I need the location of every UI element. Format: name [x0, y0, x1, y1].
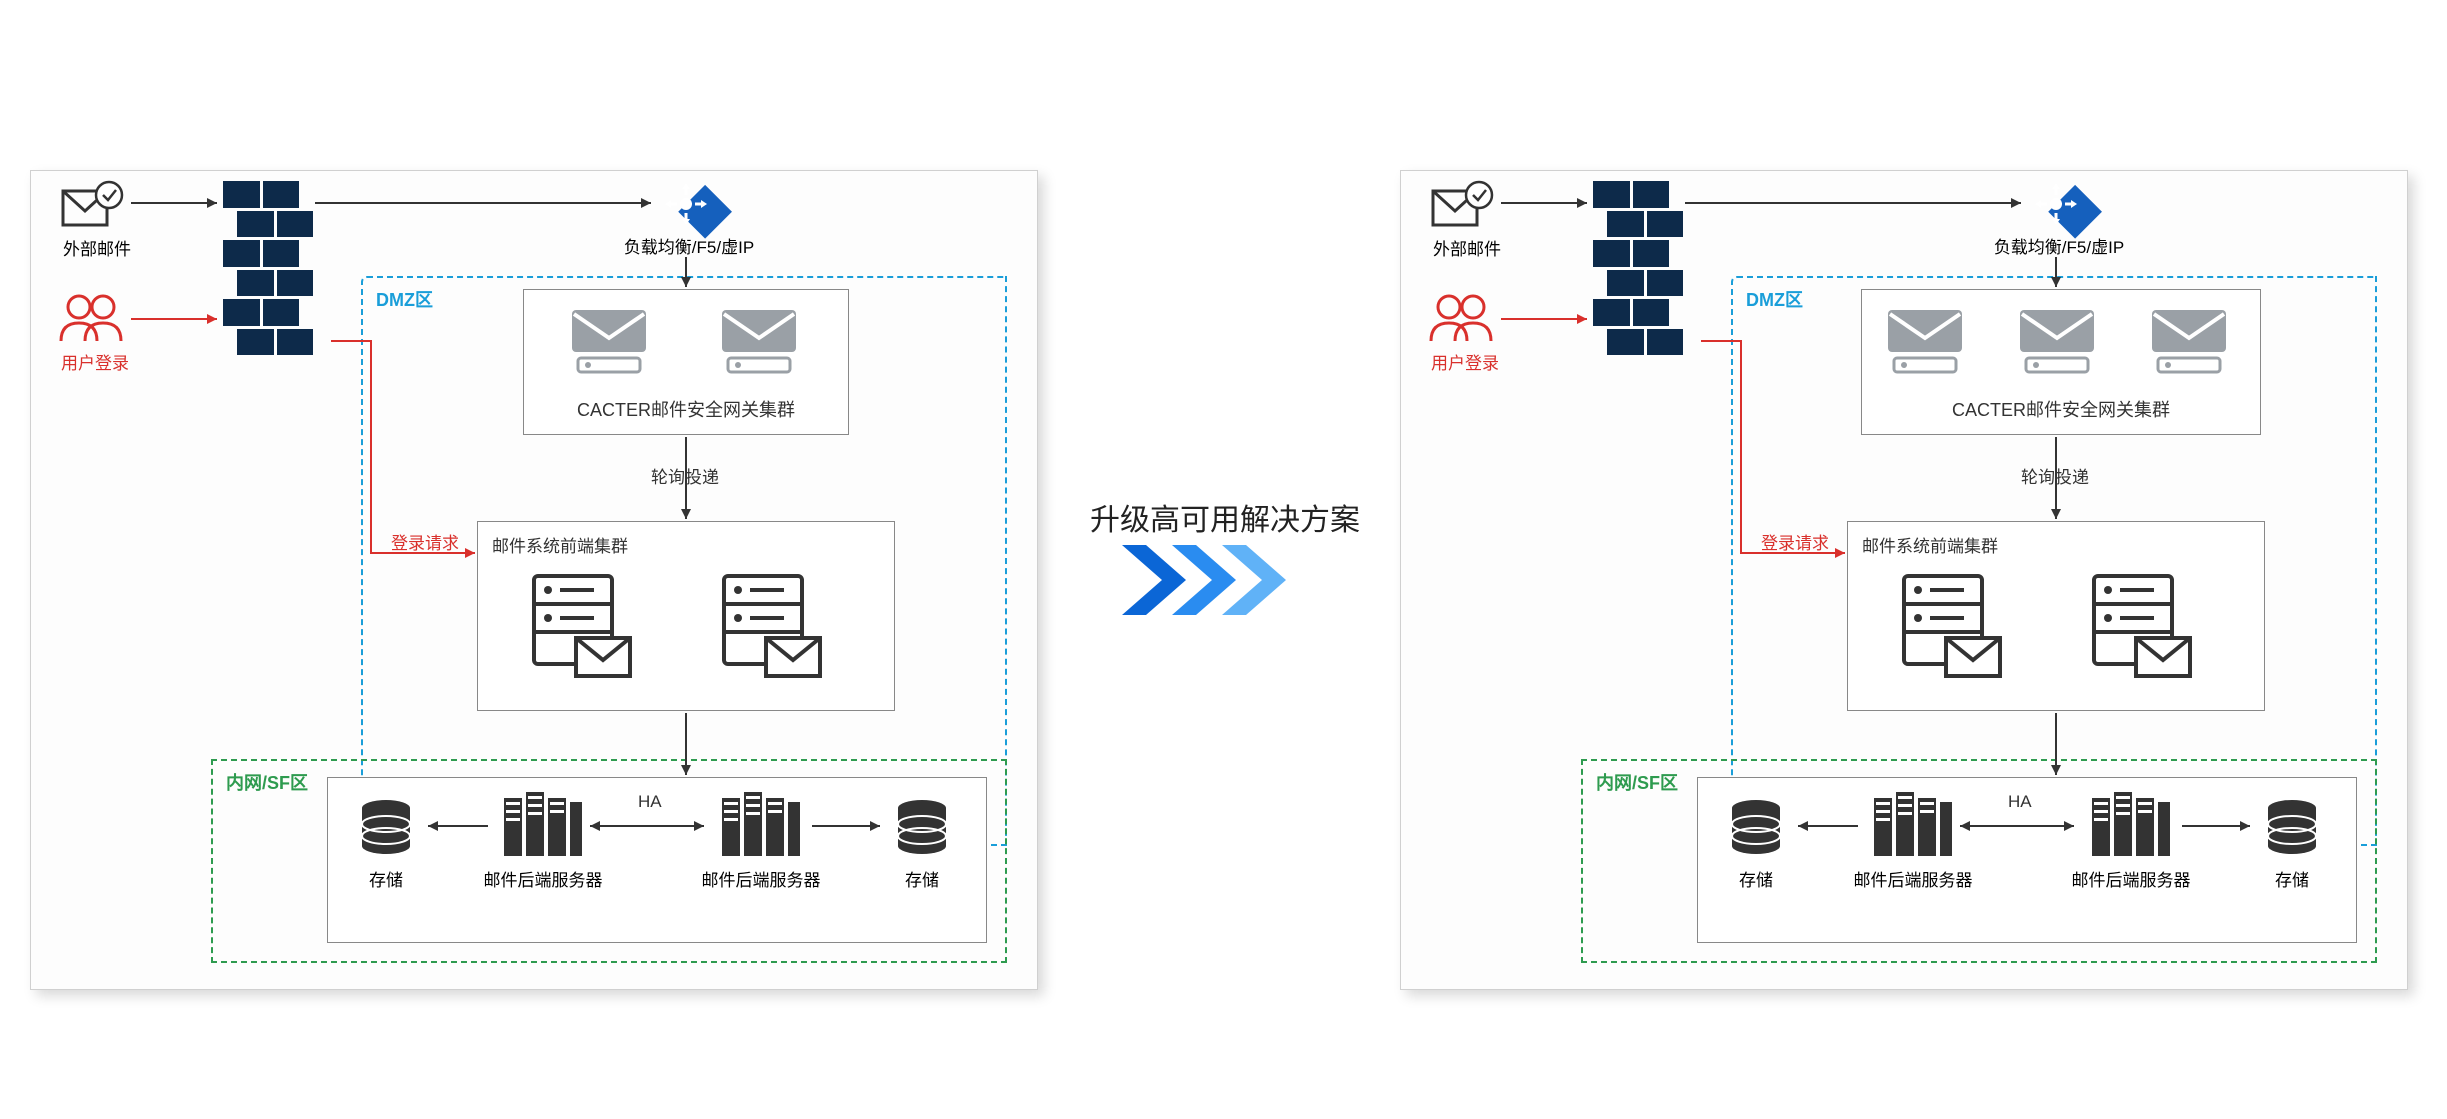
arrows-left: [31, 171, 1039, 991]
middle-title: 升级高可用解决方案: [1090, 495, 1360, 539]
left-diagram-panel: DMZ区 内网/SF区 外部邮件 用户登录 负载均衡/F5/虚IP: [30, 170, 1038, 990]
chevron-arrows-icon: [1122, 545, 1322, 615]
arrows-right: [1401, 171, 2409, 991]
right-diagram-panel: DMZ区 内网/SF区 外部邮件 用户登录 负载均衡/F5/虚IP: [1400, 170, 2408, 990]
